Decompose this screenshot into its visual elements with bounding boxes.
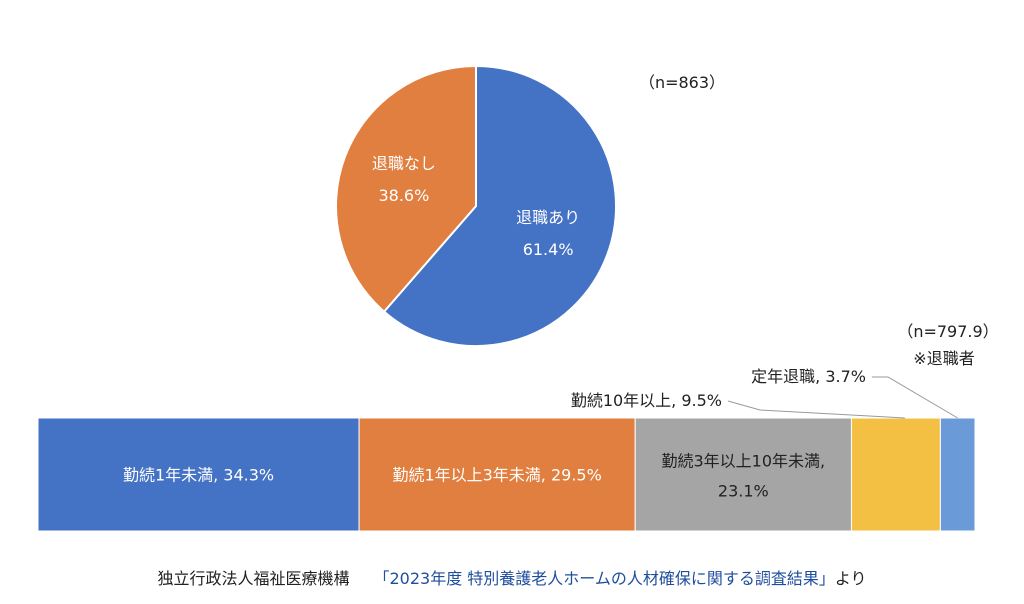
- bar-callout-label: 定年退職, 3.7%: [751, 367, 866, 386]
- bar-segment: [850, 417, 941, 532]
- bar-segment-label: 勤続1年以上3年未満, 29.5%: [392, 466, 601, 485]
- pie-slice: [335, 64, 477, 314]
- bar-segment: [634, 417, 852, 532]
- bar-note: ※退職者: [913, 349, 974, 368]
- pie-slice-value: 61.4%: [523, 240, 574, 259]
- bar-segment-value: 23.1%: [718, 482, 769, 501]
- bar-segment: [939, 417, 976, 532]
- source-org: 独立行政法人福祉医療機構: [157, 569, 350, 588]
- pie-n-label: （n=863）: [639, 73, 725, 92]
- bar-callout-label: 勤続10年以上, 9.5%: [571, 391, 722, 410]
- pie-slice: [382, 64, 617, 347]
- bar-segment: [37, 417, 360, 532]
- bar-n-label: （n=797.9）: [897, 322, 998, 341]
- bar-segment-label: 勤続1年未満, 34.3%: [123, 466, 274, 485]
- pie-slice-label: 退職なし: [372, 154, 436, 173]
- pie-slice-label: 退職あり: [516, 208, 580, 227]
- pie-slice-value: 38.6%: [378, 186, 429, 205]
- source-caption: 独立行政法人福祉医療機構 「2023年度 特別養護老人ホームの人材確保に関する調…: [0, 565, 1024, 589]
- bar-callout-line: [872, 376, 958, 419]
- source-title: 「2023年度 特別養護老人ホームの人材確保に関する調査結果」: [381, 569, 835, 588]
- source-suffix: より: [834, 569, 867, 588]
- bar-callout-line: [727, 400, 905, 419]
- bar-segment-label: 勤続3年以上10年未満,: [662, 452, 826, 471]
